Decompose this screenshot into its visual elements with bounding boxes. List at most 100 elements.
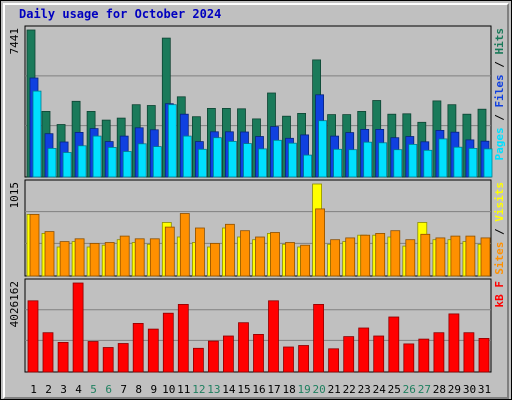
chart-title: Daily usage for October 2024 — [19, 7, 222, 21]
bar-pages — [258, 148, 267, 178]
bar-pages — [333, 148, 343, 178]
bar-sites — [224, 223, 235, 277]
legend-item: Hits — [493, 28, 506, 55]
bar-sites — [405, 239, 416, 277]
x-tick-label: 28 — [433, 383, 446, 396]
bar-pages — [152, 146, 162, 178]
y-max-label-visits-sites: 1015 — [8, 182, 21, 209]
bar-kb-f — [162, 312, 174, 373]
x-tick-label: 1 — [30, 383, 37, 396]
bar-sites — [390, 230, 401, 277]
bar-kb-f — [388, 316, 400, 373]
legend-item: / — [493, 55, 506, 75]
x-tick-label: 16 — [252, 383, 265, 396]
bar-kb-f — [358, 327, 370, 373]
legend-item: Sites — [493, 242, 506, 275]
x-tick-label: 30 — [463, 383, 476, 396]
bar-kb-f — [57, 341, 69, 373]
legend-item: Visits — [493, 182, 506, 222]
x-tick-label: 2 — [45, 383, 52, 396]
bar-pages — [303, 154, 313, 178]
x-tick-label: 15 — [237, 383, 250, 396]
bar-pages — [197, 148, 207, 178]
bar-pages — [393, 149, 403, 178]
bar-sites — [209, 242, 220, 277]
bar-sites — [164, 226, 175, 277]
bar-sites — [285, 242, 295, 277]
legend-item: / — [493, 222, 506, 242]
bar-pages — [453, 146, 463, 178]
bar-kb-f — [403, 343, 415, 373]
bar-kb-f — [463, 332, 475, 373]
bar-pages — [122, 151, 132, 178]
bar-sites — [134, 238, 145, 277]
bar-sites — [450, 235, 461, 277]
bar-sites — [255, 236, 265, 277]
x-tick-label: 17 — [267, 383, 280, 396]
bar-kb-f — [87, 341, 99, 373]
bar-pages — [212, 137, 222, 178]
bar-sites — [149, 238, 160, 277]
bar-pages — [273, 139, 282, 178]
bar-pages — [378, 142, 388, 178]
bar-kb-f — [433, 332, 445, 373]
bar-kb-f — [373, 335, 385, 373]
bar-pages — [62, 152, 72, 178]
bar-kb-f — [268, 300, 279, 373]
bar-sites — [29, 213, 40, 277]
bar-sites — [315, 208, 326, 277]
x-tick-label: 19 — [297, 383, 310, 396]
x-tick-label: 25 — [388, 383, 401, 396]
bar-sites — [480, 237, 491, 277]
bar-kb-f — [418, 338, 430, 373]
bar-pages — [363, 141, 373, 178]
bar-kb-f — [253, 333, 264, 373]
bar-kb-f — [238, 322, 249, 373]
x-tick-label: 13 — [207, 383, 220, 396]
bar-sites — [465, 235, 476, 277]
x-tick-label: 14 — [222, 383, 236, 396]
bar-pages — [47, 147, 57, 178]
bar-pages — [288, 142, 297, 178]
bar-sites — [119, 235, 130, 277]
bar-sites — [375, 232, 386, 277]
x-tick-label: 10 — [162, 383, 175, 396]
bar-kb-f — [147, 328, 159, 373]
bar-pages — [77, 145, 87, 178]
bar-kb-f — [102, 347, 114, 373]
bar-kb-f — [207, 340, 219, 373]
x-tick-label: 18 — [282, 383, 295, 396]
bar-pages — [227, 140, 237, 178]
bar-pages — [468, 147, 478, 178]
bar-pages — [167, 104, 177, 178]
x-tick-label: 24 — [373, 383, 387, 396]
bar-pages — [137, 143, 147, 178]
bar-sites — [270, 232, 280, 277]
bar-pages — [92, 135, 102, 178]
bar-sites — [44, 231, 55, 277]
bar-sites — [300, 244, 311, 277]
legend-item: / — [493, 108, 506, 128]
x-tick-label: 4 — [75, 383, 82, 396]
bar-kb-f — [132, 322, 144, 373]
bar-sites — [240, 230, 250, 277]
bar-kb-f — [328, 348, 340, 373]
bar-pages — [243, 143, 252, 178]
bar-kb-f — [222, 335, 234, 373]
bar-sites — [435, 237, 446, 277]
bar-kb-f — [448, 313, 460, 373]
bar-pages — [408, 143, 418, 178]
bar-sites — [330, 239, 341, 277]
bar-sites — [74, 238, 85, 277]
x-tick-label: 5 — [90, 383, 97, 396]
bar-kb-f — [283, 346, 294, 373]
bar-kb-f — [177, 303, 189, 373]
bar-kb-f — [117, 343, 129, 373]
x-tick-label: 12 — [192, 383, 205, 396]
bar-sites — [360, 234, 371, 277]
bar-sites — [194, 227, 205, 277]
x-tick-label: 31 — [478, 383, 491, 396]
bar-pages — [107, 146, 117, 178]
bar-kb-f — [298, 345, 310, 373]
